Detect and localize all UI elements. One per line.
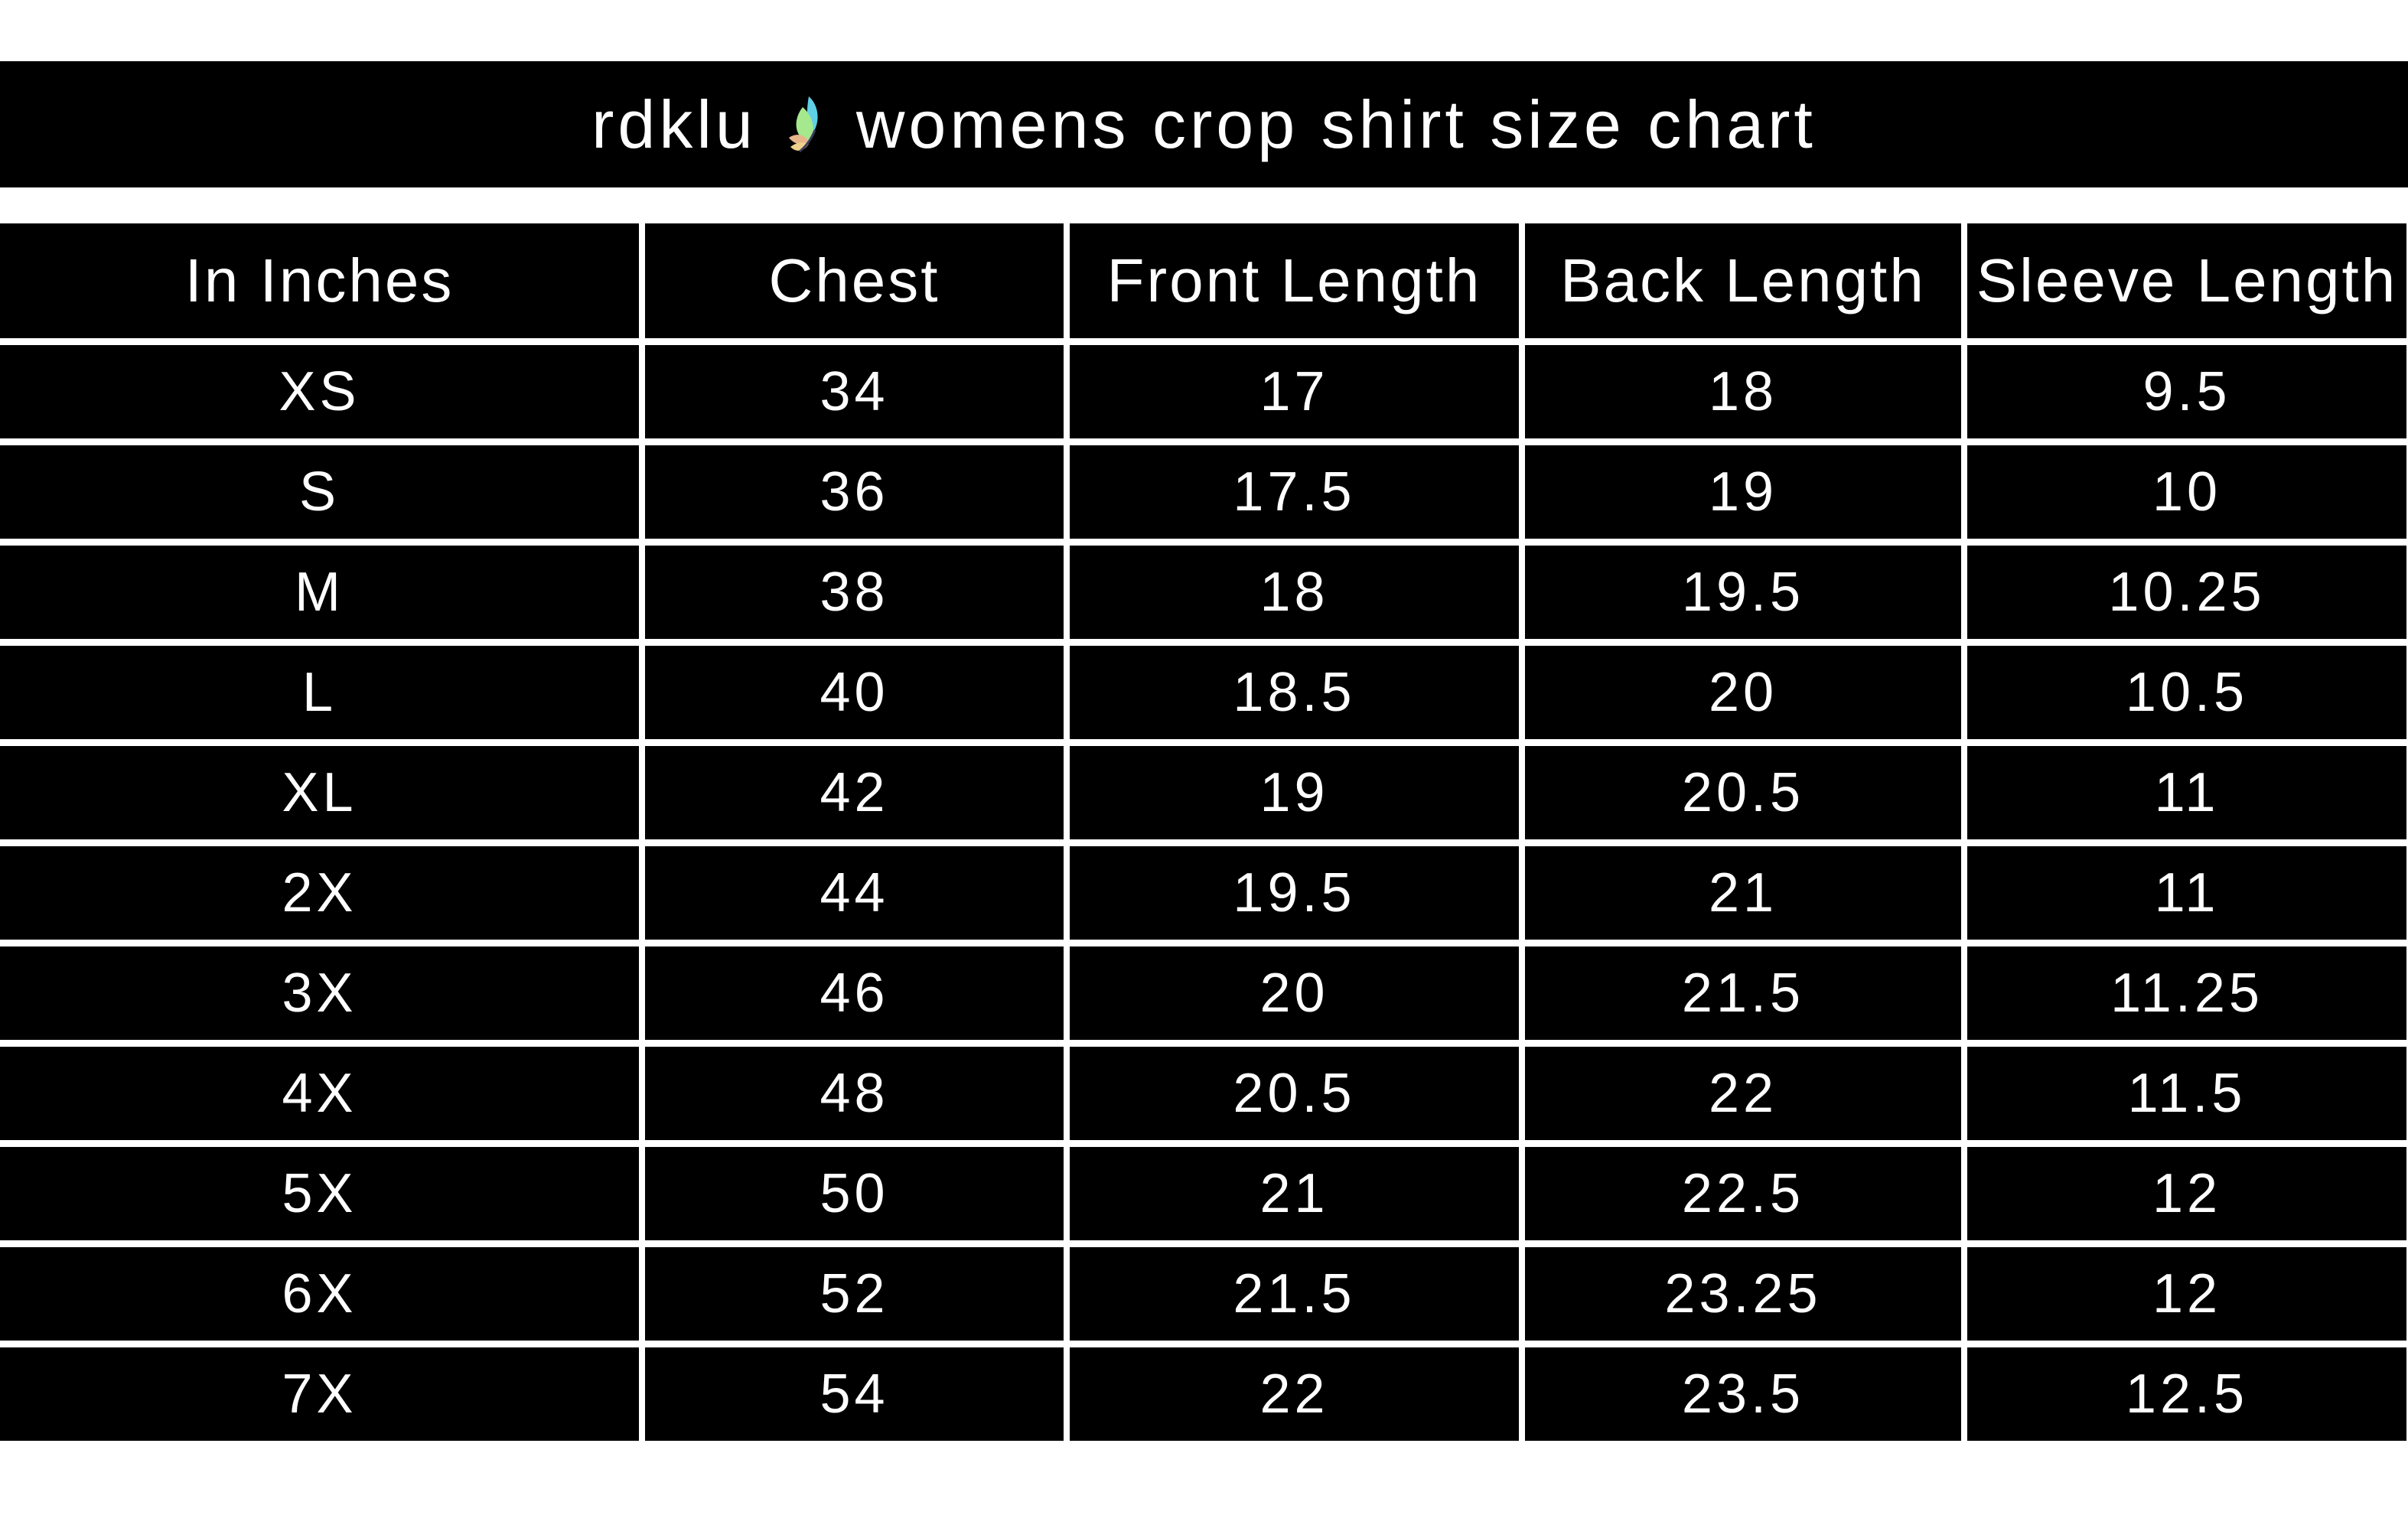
size-label-cell: 7X: [0, 1347, 639, 1441]
measurement-cell: 10.25: [1967, 546, 2406, 639]
size-label-cell: L: [0, 646, 639, 739]
title-bar: rdklu womens crop shirt size chart: [0, 61, 2408, 187]
measurement-cell: 21: [1525, 846, 1961, 940]
measurement-cell: 21: [1070, 1147, 1519, 1240]
measurement-cell: 52: [645, 1247, 1064, 1341]
measurement-cell: 12: [1967, 1147, 2406, 1240]
measurement-cell: 11.5: [1967, 1047, 2406, 1140]
header-sleeve-length: Sleeve Length: [1967, 223, 2406, 338]
header-front-length: Front Length: [1070, 223, 1519, 338]
size-label-cell: XS: [0, 345, 639, 438]
measurement-cell: 19.5: [1070, 846, 1519, 940]
measurement-cell: 20.5: [1525, 746, 1961, 839]
measurement-cell: 18: [1525, 345, 1961, 438]
measurement-cell: 9.5: [1967, 345, 2406, 438]
measurement-cell: 50: [645, 1147, 1064, 1240]
measurement-cell: 34: [645, 345, 1064, 438]
measurement-cell: 22.5: [1525, 1147, 1961, 1240]
measurement-cell: 20: [1525, 646, 1961, 739]
size-label-cell: 2X: [0, 846, 639, 940]
measurement-cell: 48: [645, 1047, 1064, 1140]
measurement-cell: 11: [1967, 846, 2406, 940]
size-chart-table: In Inches Chest Front Length Back Length Sle…: [0, 223, 2408, 1441]
measurement-cell: 12: [1967, 1247, 2406, 1341]
measurement-cell: 19: [1525, 445, 1961, 539]
measurement-cell: 17.5: [1070, 445, 1519, 539]
measurement-cell: 17: [1070, 345, 1519, 438]
measurement-cell: 23.5: [1525, 1347, 1961, 1441]
measurement-cell: 18: [1070, 546, 1519, 639]
measurement-cell: 38: [645, 546, 1064, 639]
size-label-cell: 5X: [0, 1147, 639, 1240]
measurement-cell: 12.5: [1967, 1347, 2406, 1441]
measurement-cell: 20.5: [1070, 1047, 1519, 1140]
brand-name: rdklu: [591, 86, 757, 162]
header-chest: Chest: [645, 223, 1064, 338]
measurement-cell: 11: [1967, 746, 2406, 839]
size-label-cell: 6X: [0, 1247, 639, 1341]
measurement-cell: 22: [1525, 1047, 1961, 1140]
measurement-cell: 10: [1967, 445, 2406, 539]
measurement-cell: 21.5: [1525, 946, 1961, 1040]
measurement-cell: 46: [645, 946, 1064, 1040]
size-label-cell: XL: [0, 746, 639, 839]
measurement-cell: 10.5: [1967, 646, 2406, 739]
size-label-cell: S: [0, 445, 639, 539]
measurement-cell: 11.25: [1967, 946, 2406, 1040]
measurement-cell: 40: [645, 646, 1064, 739]
measurement-cell: 19.5: [1525, 546, 1961, 639]
header-in-inches: In Inches: [0, 223, 639, 338]
measurement-cell: 36: [645, 445, 1064, 539]
measurement-cell: 54: [645, 1347, 1064, 1441]
measurement-cell: 22: [1070, 1347, 1519, 1441]
measurement-cell: 20: [1070, 946, 1519, 1040]
measurement-cell: 18.5: [1070, 646, 1519, 739]
size-label-cell: M: [0, 546, 639, 639]
measurement-cell: 44: [645, 846, 1064, 940]
measurement-cell: 19: [1070, 746, 1519, 839]
measurement-cell: 21.5: [1070, 1247, 1519, 1341]
size-label-cell: 4X: [0, 1047, 639, 1140]
size-label-cell: 3X: [0, 946, 639, 1040]
header-back-length: Back Length: [1525, 223, 1961, 338]
measurement-cell: 23.25: [1525, 1247, 1961, 1341]
chart-title: womens crop shirt size chart: [855, 86, 1817, 162]
measurement-cell: 42: [645, 746, 1064, 839]
butterfly-icon: [780, 90, 833, 159]
